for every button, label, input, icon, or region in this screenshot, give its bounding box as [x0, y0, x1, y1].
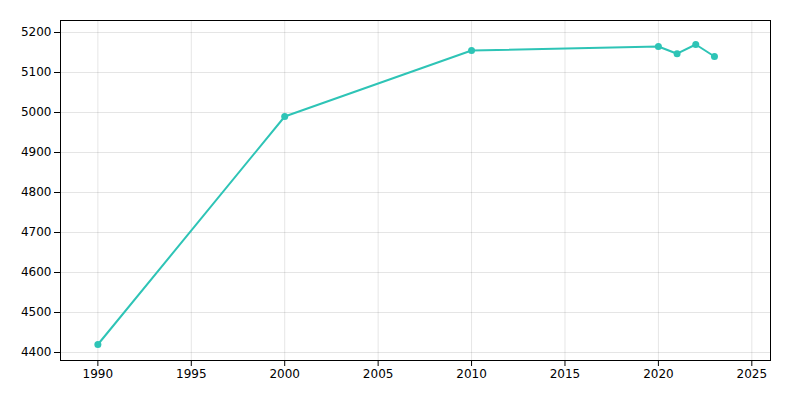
svg-text:4800: 4800: [21, 185, 52, 199]
svg-text:4400: 4400: [21, 345, 52, 359]
svg-text:2000: 2000: [269, 367, 300, 381]
svg-text:2025: 2025: [737, 367, 768, 381]
svg-text:4900: 4900: [21, 145, 52, 159]
svg-text:2010: 2010: [456, 367, 487, 381]
svg-text:2015: 2015: [550, 367, 581, 381]
svg-text:1995: 1995: [176, 367, 207, 381]
svg-text:4600: 4600: [21, 265, 52, 279]
svg-text:5200: 5200: [21, 25, 52, 39]
svg-text:2020: 2020: [643, 367, 674, 381]
svg-text:2005: 2005: [363, 367, 394, 381]
svg-text:1990: 1990: [83, 367, 114, 381]
svg-text:5000: 5000: [21, 105, 52, 119]
svg-text:4700: 4700: [21, 225, 52, 239]
svg-text:5100: 5100: [21, 65, 52, 79]
svg-text:4500: 4500: [21, 305, 52, 319]
